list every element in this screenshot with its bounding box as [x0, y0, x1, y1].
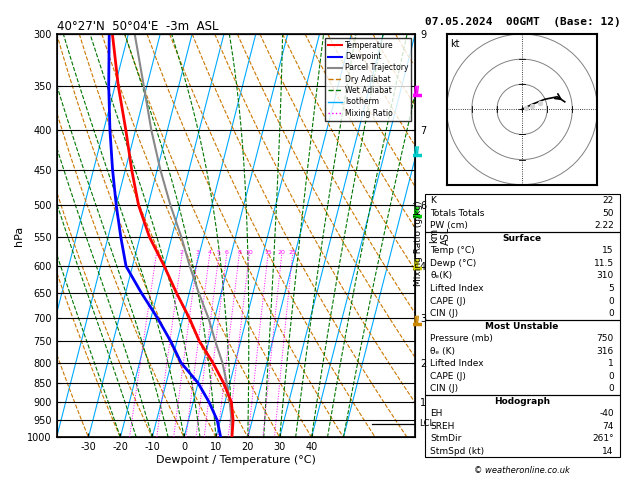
Point — [535, 99, 545, 107]
Text: 2.22: 2.22 — [594, 221, 614, 230]
Text: CAPE (J): CAPE (J) — [430, 296, 466, 306]
Text: 20: 20 — [278, 250, 286, 255]
Text: 74: 74 — [603, 422, 614, 431]
Text: θₑ(K): θₑ(K) — [430, 272, 452, 280]
Text: K: K — [430, 196, 437, 205]
Text: kt: kt — [450, 38, 459, 49]
Text: 15: 15 — [602, 246, 614, 255]
Text: 40°27'N  50°04'E  -3m  ASL: 40°27'N 50°04'E -3m ASL — [57, 20, 218, 33]
Text: Totals Totals: Totals Totals — [430, 209, 485, 218]
Bar — [425, 320, 620, 395]
Text: 22: 22 — [603, 196, 614, 205]
Text: Mixing Ratio (g/kg): Mixing Ratio (g/kg) — [414, 200, 423, 286]
X-axis label: Dewpoint / Temperature (°C): Dewpoint / Temperature (°C) — [156, 455, 316, 465]
Legend: Temperature, Dewpoint, Parcel Trajectory, Dry Adiabat, Wet Adiabat, Isotherm, Mi: Temperature, Dewpoint, Parcel Trajectory… — [325, 38, 411, 121]
Text: Lifted Index: Lifted Index — [430, 359, 484, 368]
Text: 1: 1 — [154, 250, 159, 255]
Text: StmSpd (kt): StmSpd (kt) — [430, 447, 484, 456]
Y-axis label: hPa: hPa — [14, 226, 25, 246]
Text: 14: 14 — [603, 447, 614, 456]
Bar — [425, 232, 620, 320]
Text: 11.5: 11.5 — [594, 259, 614, 268]
Text: StmDir: StmDir — [430, 434, 462, 443]
Text: 5: 5 — [217, 250, 221, 255]
Bar — [425, 194, 620, 232]
Text: 8: 8 — [237, 250, 241, 255]
Text: CIN (J): CIN (J) — [430, 384, 459, 393]
Text: 4: 4 — [208, 250, 211, 255]
Text: 0: 0 — [608, 309, 614, 318]
Text: 0: 0 — [608, 296, 614, 306]
Text: 2: 2 — [180, 250, 184, 255]
Text: 10: 10 — [245, 250, 253, 255]
Text: © weatheronline.co.uk: © weatheronline.co.uk — [474, 466, 570, 475]
Text: Lifted Index: Lifted Index — [430, 284, 484, 293]
Point — [521, 104, 531, 112]
Text: 07.05.2024  00GMT  (Base: 12): 07.05.2024 00GMT (Base: 12) — [425, 17, 620, 27]
Text: CIN (J): CIN (J) — [430, 309, 459, 318]
Text: 15: 15 — [264, 250, 272, 255]
Text: θₑ (K): θₑ (K) — [430, 347, 455, 356]
Text: 3: 3 — [196, 250, 200, 255]
Text: 6: 6 — [225, 250, 228, 255]
Text: EH: EH — [430, 409, 443, 418]
Text: 261°: 261° — [592, 434, 614, 443]
Text: LCL: LCL — [419, 419, 434, 428]
Y-axis label: km
ASL: km ASL — [429, 226, 450, 245]
Text: PW (cm): PW (cm) — [430, 221, 469, 230]
Text: 0: 0 — [608, 384, 614, 393]
Text: 1: 1 — [608, 359, 614, 368]
Text: Most Unstable: Most Unstable — [486, 322, 559, 330]
Text: -40: -40 — [599, 409, 614, 418]
Text: 0: 0 — [608, 372, 614, 381]
Text: 25: 25 — [289, 250, 296, 255]
Text: Surface: Surface — [503, 234, 542, 243]
Text: Temp (°C): Temp (°C) — [430, 246, 475, 255]
Point — [527, 102, 537, 109]
Text: 750: 750 — [596, 334, 614, 343]
Text: 5: 5 — [608, 284, 614, 293]
Bar — [425, 395, 620, 457]
Text: Hodograph: Hodograph — [494, 397, 550, 406]
Text: Pressure (mb): Pressure (mb) — [430, 334, 493, 343]
Text: 316: 316 — [596, 347, 614, 356]
Text: SREH: SREH — [430, 422, 455, 431]
Text: 310: 310 — [596, 272, 614, 280]
Text: 50: 50 — [602, 209, 614, 218]
Text: Dewp (°C): Dewp (°C) — [430, 259, 477, 268]
Text: CAPE (J): CAPE (J) — [430, 372, 466, 381]
